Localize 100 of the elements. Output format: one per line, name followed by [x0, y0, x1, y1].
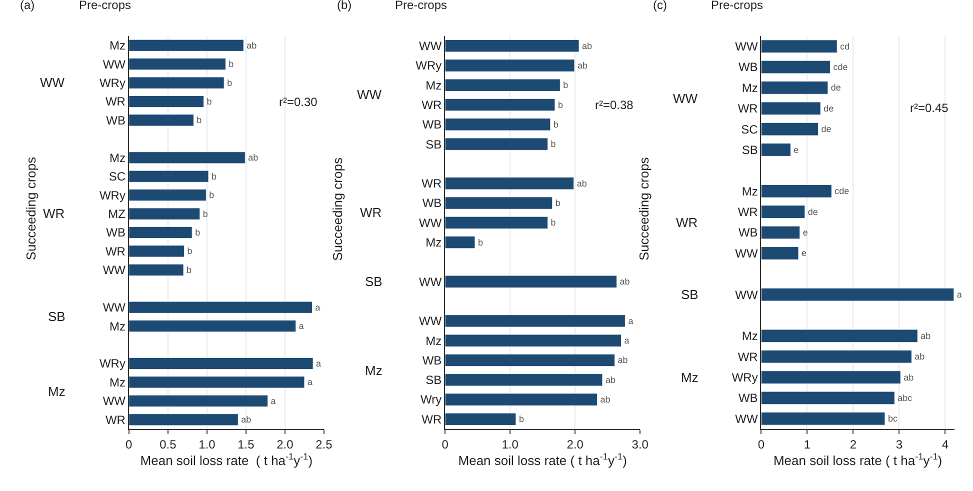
y-tick-label: WRy [99, 356, 126, 371]
annotation: r²=0.30 [279, 95, 318, 109]
text: WW [673, 91, 698, 106]
data-label: b [195, 228, 200, 238]
y-tick-label: SC [741, 122, 758, 136]
data-label: cde [834, 186, 850, 196]
bar [445, 196, 553, 210]
text: Pre-crops [395, 0, 448, 12]
y-tick-label: Mz [109, 38, 126, 53]
bar [128, 226, 192, 239]
y-tick-label: WW [102, 300, 126, 315]
data-label: b [478, 237, 483, 248]
data-label: b [518, 414, 524, 424]
data-label: cde [833, 62, 848, 72]
x-tick-label: 0 [126, 437, 133, 452]
y-tick-label: SB [426, 373, 442, 388]
y-tick-label: WB [422, 118, 442, 132]
x-tick-label: 2.0 [276, 437, 294, 452]
y-tick-label: WB [738, 226, 758, 240]
bar [128, 394, 268, 407]
data-label: b [563, 80, 568, 90]
data-label: b [550, 218, 556, 228]
text: (b) [337, 0, 352, 12]
bar [128, 245, 185, 258]
bar [761, 102, 821, 116]
y-tick-label: WW [419, 314, 442, 328]
data-label: b [555, 198, 560, 208]
bar [445, 314, 626, 328]
data-label: ab [904, 372, 914, 382]
bar [445, 393, 598, 406]
data-label: ab [620, 276, 630, 287]
text: SB [48, 309, 66, 324]
bar [445, 216, 548, 230]
bar [761, 184, 832, 198]
bar [128, 58, 226, 70]
bar [761, 226, 800, 240]
data-label: b [187, 246, 192, 256]
data-label: a [316, 358, 322, 368]
x-axis-title: Mean soil loss rate ( t ha$^{-1}$y$^{-1}$) [458, 451, 627, 468]
y-tick-label: WR [105, 412, 126, 427]
bar [445, 354, 616, 367]
y-tick-label: Wry [420, 392, 442, 407]
y-tick-label: WW [102, 57, 126, 72]
bar [445, 177, 574, 190]
bar [128, 152, 246, 164]
y-tick-label: WR [738, 205, 758, 220]
bar [761, 391, 895, 405]
bar [445, 374, 603, 386]
data-label: ab [241, 414, 252, 425]
data-label: ab [576, 178, 587, 188]
x-tick-label: 3 [896, 437, 903, 452]
bar [128, 357, 314, 370]
bar [761, 246, 799, 260]
text: Mz [365, 363, 382, 378]
bar [761, 122, 819, 136]
bar [128, 208, 200, 220]
bar [445, 40, 580, 52]
data-label: a [298, 321, 304, 332]
y-tick-label: Mz [109, 375, 126, 390]
text: Mz [681, 370, 698, 385]
bar [128, 170, 209, 182]
data-label: b [228, 59, 234, 70]
y-tick-label: WW [419, 39, 442, 54]
y-tick-label: WR [105, 244, 126, 258]
y-tick-label: WB [422, 353, 442, 368]
data-label: de [824, 103, 834, 114]
data-label: bc [888, 414, 898, 424]
annotation: r²=0.38 [595, 98, 634, 112]
y-tick-label: Mz [109, 319, 126, 334]
data-label: ab [600, 394, 610, 405]
text: Pre-crops [711, 0, 764, 12]
bar [128, 95, 204, 108]
bar [128, 301, 313, 314]
data-label: b [202, 208, 208, 219]
x-tick-label: 4 [942, 437, 949, 452]
bar [445, 78, 560, 92]
text: WR [676, 215, 698, 230]
y-tick-label: SB [426, 137, 442, 152]
y-tick-label: WW [102, 394, 126, 408]
text: Mz [48, 384, 66, 399]
data-label: e [794, 144, 799, 155]
bar [761, 370, 901, 384]
annotation: r²=0.45 [910, 101, 949, 115]
text: WW [357, 87, 382, 102]
x-tick-label: 1.0 [198, 437, 216, 452]
data-label: ab [920, 330, 931, 341]
y-tick-label: SC [108, 170, 126, 184]
y-tick-label: Mz [426, 78, 442, 92]
data-label: b [550, 139, 556, 150]
data-label: a [270, 396, 276, 406]
bar [761, 143, 791, 156]
bar [445, 236, 476, 249]
text: WR [43, 206, 65, 221]
bar [128, 114, 194, 126]
bar [128, 189, 206, 202]
data-label: b [558, 100, 563, 110]
text: SB [681, 287, 698, 302]
text: Pre-crops [79, 0, 132, 12]
x-tick-label: 1.0 [502, 437, 519, 452]
y-tick-label: WRy [99, 188, 126, 202]
